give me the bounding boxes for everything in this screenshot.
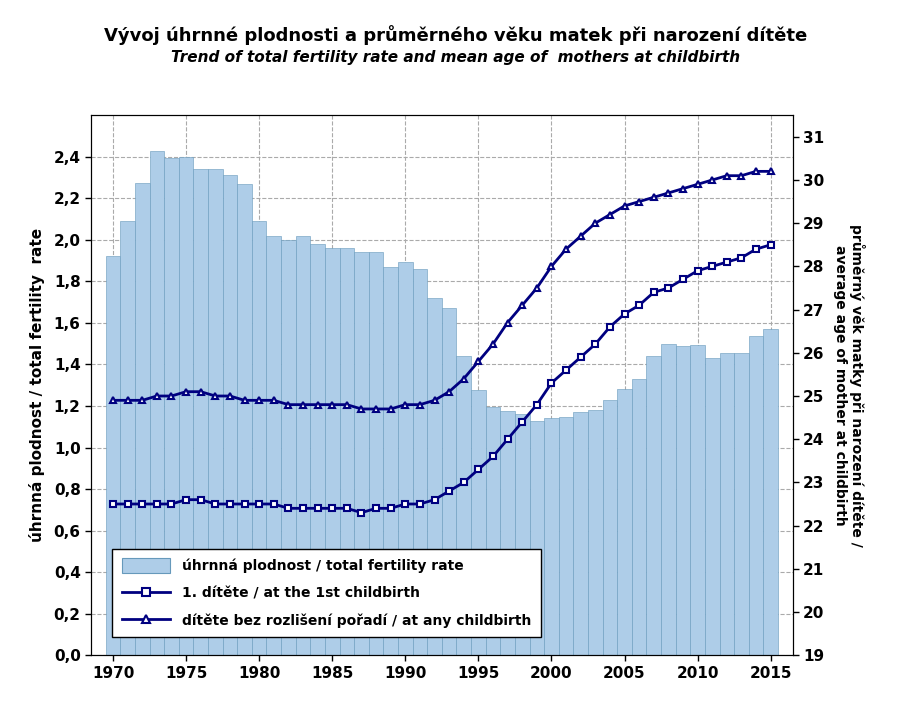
Bar	[135, 183, 149, 655]
Bar	[676, 346, 691, 655]
Bar	[222, 176, 237, 655]
Bar	[515, 414, 529, 655]
Bar	[251, 221, 267, 655]
Bar	[763, 329, 778, 655]
Bar	[720, 354, 734, 655]
Bar	[296, 235, 311, 655]
Bar	[471, 390, 486, 655]
Y-axis label: průměrný věk matky při narození dítěte /
average age of mother at childbirth: průměrný věk matky při narození dítěte /…	[833, 224, 865, 546]
Bar	[632, 379, 647, 655]
Bar	[705, 359, 720, 655]
Bar	[529, 420, 544, 655]
Bar	[179, 157, 193, 655]
Bar	[120, 221, 135, 655]
Bar	[427, 298, 442, 655]
Bar	[311, 244, 325, 655]
Bar	[237, 184, 251, 655]
Bar	[588, 410, 602, 655]
Y-axis label: úhrnná plodnost / total fertility  rate: úhrnná plodnost / total fertility rate	[29, 228, 46, 542]
Bar	[369, 252, 384, 655]
Text: Trend of total fertility rate and mean age of  mothers at childbirth: Trend of total fertility rate and mean a…	[171, 50, 740, 66]
Legend: úhrnná plodnost / total fertility rate, 1. dítěte / at the 1st childbirth, dítět: úhrnná plodnost / total fertility rate, …	[112, 549, 540, 637]
Bar	[208, 169, 222, 655]
Bar	[661, 343, 676, 655]
Bar	[749, 336, 763, 655]
Bar	[617, 390, 632, 655]
Bar	[281, 240, 296, 655]
Bar	[734, 353, 749, 655]
Bar	[106, 256, 120, 655]
Bar	[602, 400, 618, 655]
Bar	[691, 346, 705, 655]
Bar	[340, 248, 354, 655]
Bar	[325, 248, 340, 655]
Bar	[456, 356, 471, 655]
Bar	[354, 252, 369, 655]
Bar	[558, 417, 573, 655]
Bar	[266, 235, 281, 655]
Bar	[413, 269, 427, 655]
Text: Vývoj úhrnné plodnosti a průměrného věku matek při narození dítěte: Vývoj úhrnné plodnosti a průměrného věku…	[104, 25, 807, 45]
Bar	[384, 267, 398, 655]
Bar	[398, 262, 413, 655]
Bar	[149, 150, 164, 655]
Bar	[544, 418, 558, 655]
Bar	[486, 407, 500, 655]
Bar	[164, 158, 179, 655]
Bar	[500, 411, 515, 655]
Bar	[647, 356, 661, 655]
Bar	[193, 169, 208, 655]
Bar	[442, 308, 456, 655]
Bar	[573, 412, 588, 655]
